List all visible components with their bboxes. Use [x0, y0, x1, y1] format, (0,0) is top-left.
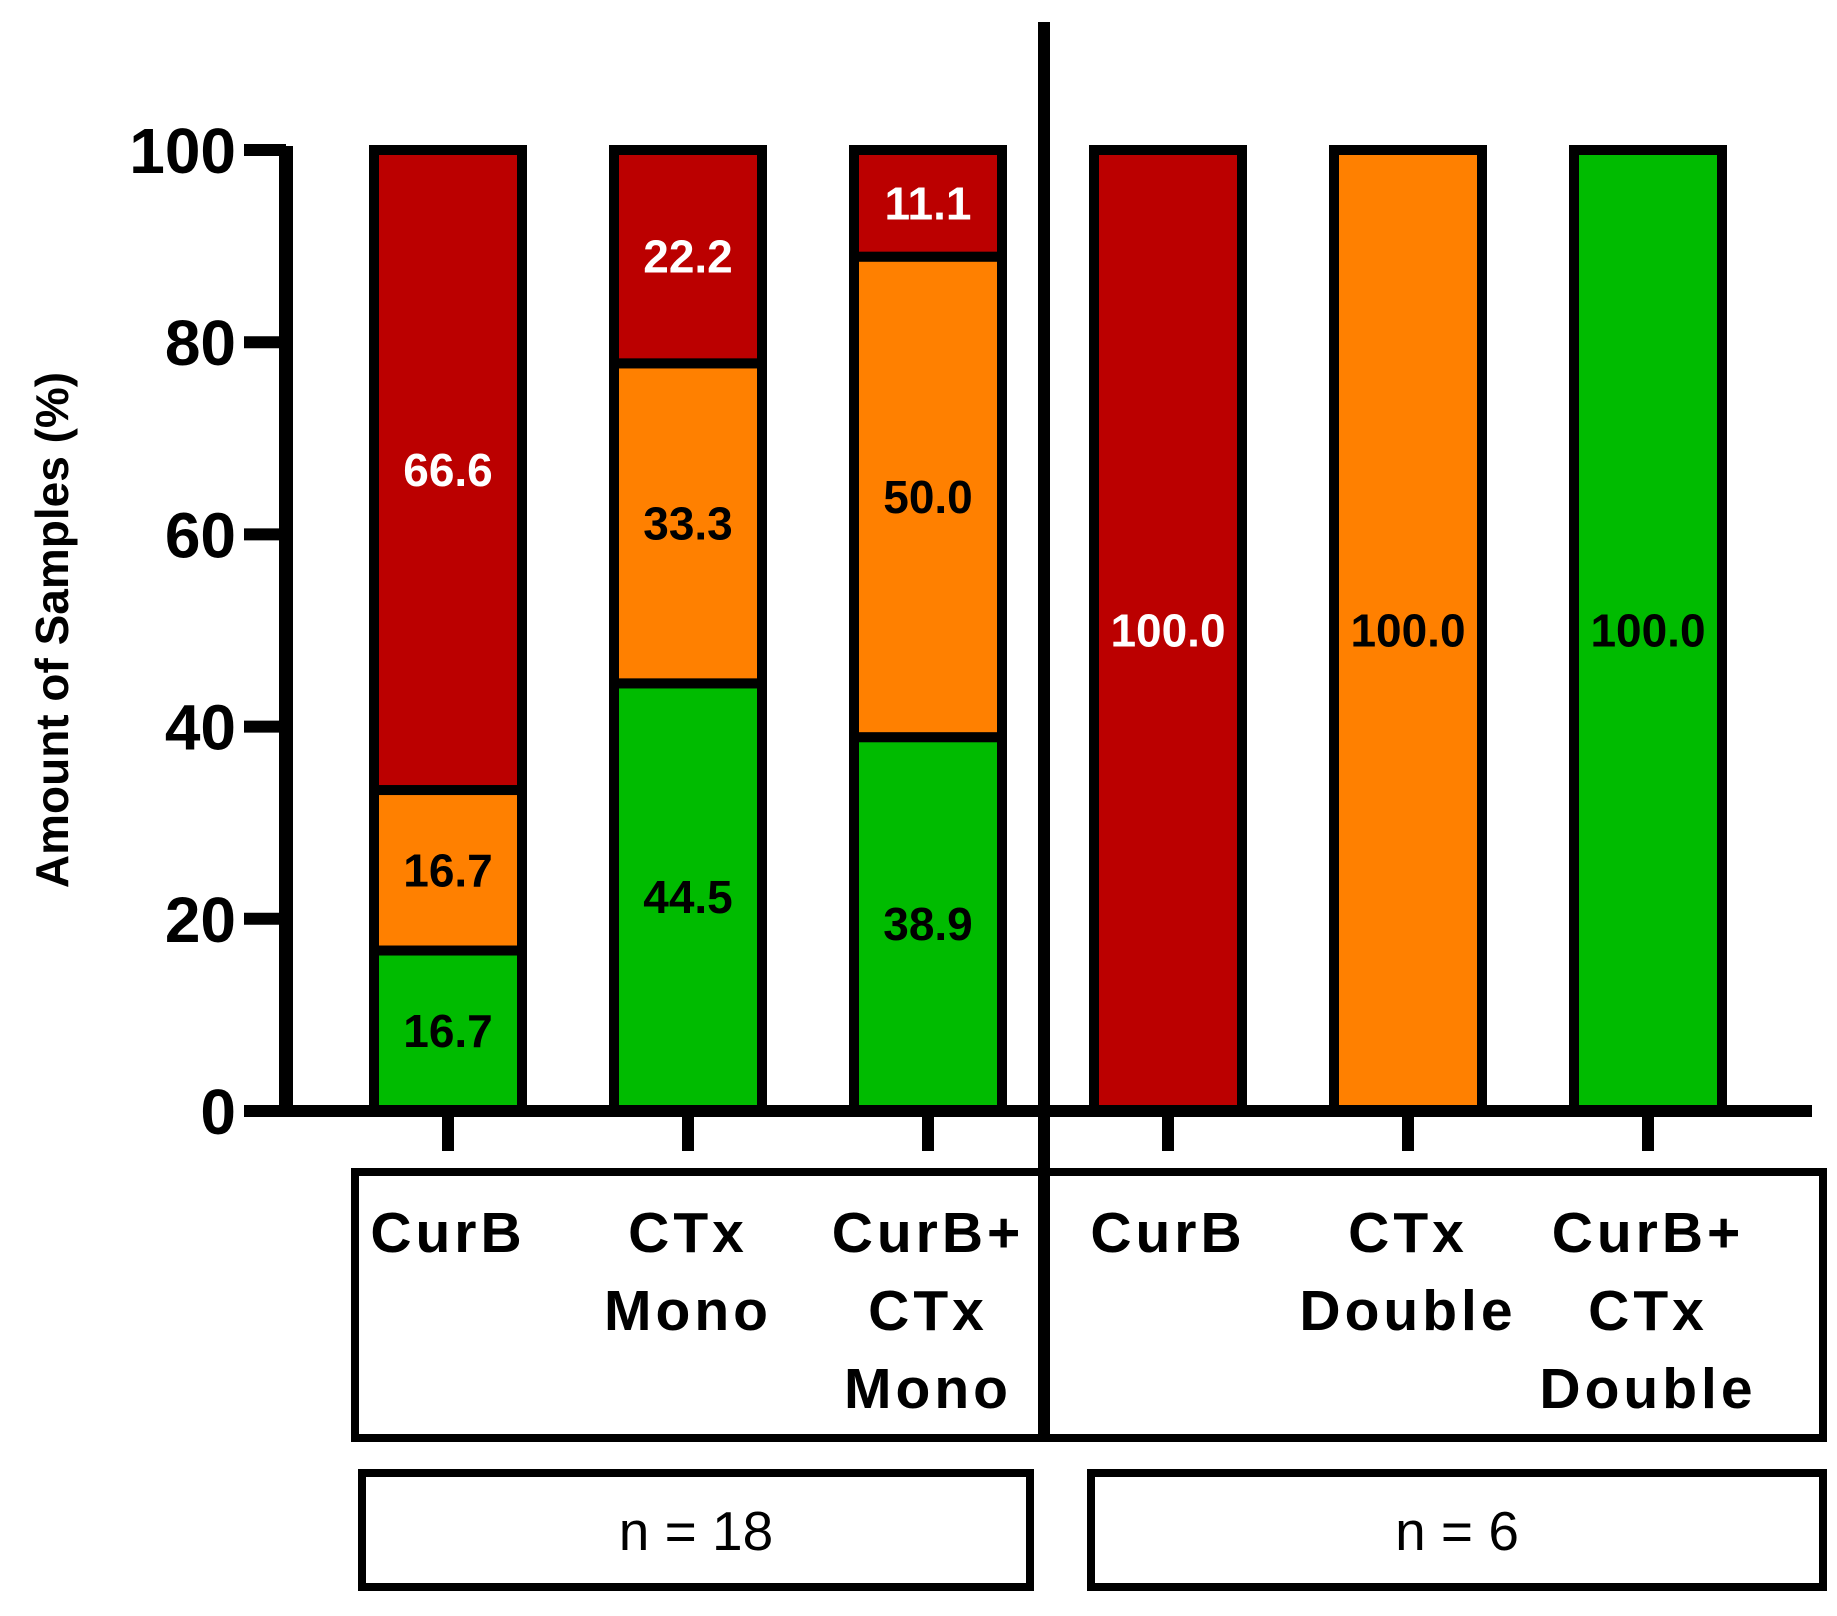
- y-tick-label: 100: [129, 115, 236, 187]
- bar-segment-orange: [369, 785, 527, 956]
- sample-size-label: n = 18: [619, 1500, 773, 1562]
- y-tick-label: 40: [165, 692, 236, 764]
- bar-segment-red: [849, 145, 1007, 262]
- bar-segment-orange: [1329, 145, 1487, 1116]
- y-tick-label: 60: [165, 499, 236, 571]
- axes-layer: 0 20 40 60 80 100: [129, 22, 1812, 1438]
- bar-segment-red: [369, 145, 527, 796]
- bars-layer: [369, 145, 1727, 1117]
- segment-value-label: 100.0: [1350, 605, 1465, 657]
- y-tick-label: 80: [165, 307, 236, 379]
- y-tick-label: 20: [165, 884, 236, 956]
- sample-size-label: n = 6: [1395, 1500, 1519, 1562]
- sample-size-box: [1087, 1469, 1827, 1591]
- bar-segment-orange: [849, 251, 1007, 743]
- category-label: CurB+: [1552, 1201, 1745, 1265]
- category-label: Double: [1299, 1279, 1516, 1343]
- category-label: CurB+: [832, 1201, 1025, 1265]
- segment-value-label: 11.1: [885, 177, 972, 229]
- labels-layer: 16.7 16.7 66.6 44.5 33.3 22.2 38.9 50.0 11.1 100.…: [403, 177, 1705, 1056]
- segment-value-label: 16.7: [403, 844, 493, 896]
- bar-segment-green: [609, 678, 767, 1116]
- category-label: Double: [1539, 1357, 1756, 1421]
- category-box: [351, 1168, 1827, 1442]
- category-label: CTx: [628, 1201, 748, 1265]
- segment-value-label: 100.0: [1590, 605, 1705, 657]
- segment-value-label: 22.2: [643, 231, 733, 283]
- segment-value-label: 50.0: [883, 471, 973, 523]
- sample-size-box: [358, 1469, 1034, 1591]
- category-label: CTx: [868, 1279, 988, 1343]
- category-boxes-layer: CurB CTx Mono CurB+ CTx Mono CurB CTx Double CurB…: [351, 1168, 1827, 1591]
- category-label: Mono: [604, 1279, 772, 1343]
- category-label: CurB: [370, 1201, 525, 1265]
- category-label: Mono: [844, 1357, 1012, 1421]
- category-label: CTx: [1588, 1279, 1708, 1343]
- y-tick-label: 0: [200, 1076, 236, 1148]
- bar-segment-red: [1089, 145, 1247, 1116]
- segment-value-label: 16.7: [403, 1005, 493, 1057]
- segment-value-label: 33.3: [643, 497, 733, 549]
- segment-value-label: 100.0: [1110, 605, 1225, 657]
- segment-value-label: 44.5: [643, 871, 733, 923]
- category-label: CTx: [1348, 1201, 1468, 1265]
- bar-segment-red: [609, 145, 767, 369]
- segment-value-label: 66.6: [403, 444, 493, 496]
- segment-value-label: 38.9: [883, 898, 973, 950]
- y-axis-label: Amount of Samples (%): [26, 372, 78, 888]
- bar-segment-green: [1569, 145, 1727, 1116]
- category-label: CurB: [1090, 1201, 1245, 1265]
